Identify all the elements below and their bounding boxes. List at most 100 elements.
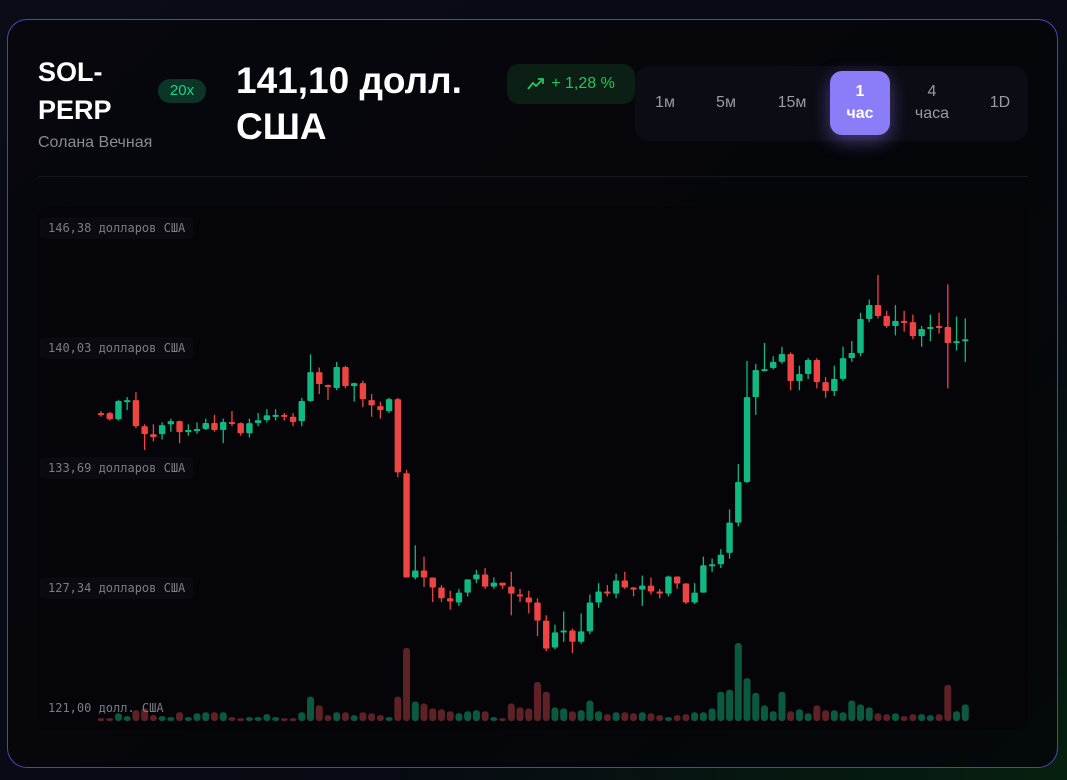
candle-body xyxy=(307,372,314,402)
candle-body xyxy=(220,422,227,430)
candle-body xyxy=(770,361,777,368)
candle-body xyxy=(918,328,925,337)
volume-bar xyxy=(857,704,865,721)
candle-body xyxy=(708,564,716,567)
candle-body xyxy=(193,429,201,432)
plot-area xyxy=(97,274,969,721)
volume-bar xyxy=(918,714,926,721)
candle-body xyxy=(656,591,663,594)
timeframe-15m[interactable]: 15м xyxy=(777,94,807,111)
candle-body xyxy=(691,592,698,603)
volume-bar xyxy=(455,713,463,721)
candle-body xyxy=(455,592,463,603)
candle-body xyxy=(752,370,759,398)
volume-bar xyxy=(664,717,672,721)
candle-body xyxy=(761,369,768,372)
volume-bar xyxy=(612,712,620,721)
candle-body xyxy=(412,570,419,578)
candle-body xyxy=(560,630,567,633)
candle-body xyxy=(796,374,803,382)
volume-bar xyxy=(673,715,681,721)
volume-bar xyxy=(638,712,646,721)
candle-body xyxy=(185,429,192,433)
volume-bar xyxy=(717,691,725,721)
volume-bar xyxy=(481,711,489,721)
volume-bar xyxy=(132,710,140,721)
volume-bar xyxy=(822,710,830,721)
candle-body xyxy=(927,326,934,329)
volume-bar xyxy=(586,700,594,721)
volume-bar xyxy=(167,717,175,721)
candle-body xyxy=(246,423,253,434)
candle-body xyxy=(385,399,393,412)
candle-body xyxy=(167,421,175,425)
candle-body xyxy=(787,353,794,382)
volume-bar xyxy=(691,712,699,721)
volume-bar xyxy=(769,711,777,721)
volume-bar xyxy=(708,708,716,721)
volume-bar xyxy=(726,689,734,721)
volume-bar xyxy=(193,713,201,721)
volume-bar xyxy=(926,715,934,721)
candle-body xyxy=(447,598,454,602)
leverage-badge: 20x xyxy=(158,79,206,103)
volume-bar xyxy=(97,718,105,721)
candle-body xyxy=(682,583,690,603)
volume-bar xyxy=(210,712,218,721)
candle-body xyxy=(237,423,244,434)
candlestick-chart[interactable]: 146,38 долларов США 140,03 долларов США … xyxy=(38,207,1028,730)
candle-body xyxy=(324,384,332,388)
timeframe-1h[interactable]: 1 час xyxy=(830,71,890,135)
volume-bar xyxy=(560,708,568,721)
price-change-badge: + 1,28 % xyxy=(507,64,635,104)
volume-bar xyxy=(437,709,445,721)
volume-bar xyxy=(385,717,393,721)
volume-bar xyxy=(839,712,847,721)
candle-body xyxy=(630,587,637,590)
volume-bar xyxy=(507,703,515,721)
timeframe-1d[interactable]: 1D xyxy=(989,94,1011,111)
volume-bar xyxy=(350,715,358,721)
candle-body xyxy=(525,597,532,603)
candle-body xyxy=(359,383,367,400)
volume-bar xyxy=(123,716,131,721)
volume-bar xyxy=(630,713,638,721)
candle-body xyxy=(604,591,611,594)
volume-bar xyxy=(272,717,280,721)
volume-bar xyxy=(490,717,498,721)
candle-body xyxy=(953,341,960,344)
volume-bar xyxy=(245,717,253,721)
candle-body xyxy=(263,415,271,421)
timeframe-4h[interactable]: 4 часа xyxy=(914,83,950,122)
candle-body xyxy=(211,422,218,430)
volume-bar xyxy=(394,696,402,721)
volume-bar xyxy=(551,707,559,721)
volume-bar xyxy=(577,710,585,721)
current-price: 141,10 долл. США xyxy=(236,60,462,147)
volume-bar xyxy=(219,712,227,721)
candle-body xyxy=(534,602,541,621)
timeframe-1m[interactable]: 1м xyxy=(655,94,675,111)
candle-body xyxy=(647,585,655,592)
candle-body xyxy=(726,522,733,553)
volume-bar xyxy=(909,714,917,721)
candle-body xyxy=(577,631,585,642)
y-tick-label: 140,03 долларов США xyxy=(40,337,194,359)
volume-bar xyxy=(158,716,166,721)
volume-bar xyxy=(953,711,961,721)
volume-bar xyxy=(298,712,306,721)
candle-body xyxy=(438,587,445,599)
volume-bar xyxy=(935,714,943,721)
volume-bar xyxy=(734,643,742,721)
candle-body xyxy=(272,414,279,417)
volume-bar xyxy=(743,678,751,721)
candle-body xyxy=(368,400,375,406)
candle-body xyxy=(132,400,140,427)
candle-body xyxy=(813,360,821,383)
volume-bar xyxy=(333,712,341,721)
timeframe-5m[interactable]: 5м xyxy=(716,94,736,111)
volume-bar xyxy=(699,712,707,721)
candle-body xyxy=(822,382,829,392)
candle-body xyxy=(481,574,489,587)
volume-bar xyxy=(603,714,611,721)
